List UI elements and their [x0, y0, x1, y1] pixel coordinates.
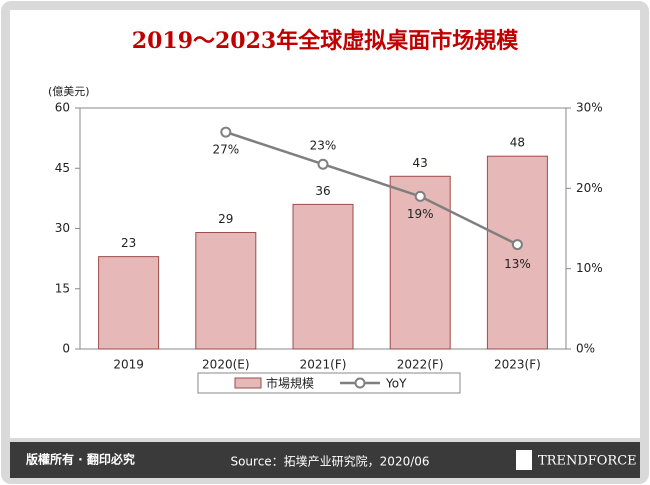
bar: [195, 232, 257, 350]
y2-tick-label: 0%: [576, 342, 595, 356]
yoy-value-label: 13%: [504, 257, 531, 271]
yoy-value-label: 23%: [310, 139, 337, 153]
source: Source：拓墣产业研究院，2020/06: [230, 454, 429, 469]
yoy-marker: [511, 239, 523, 251]
bar: [389, 175, 451, 350]
logo-icon: [516, 450, 532, 470]
legend-marker: [354, 377, 366, 389]
bar-value-label: 48: [510, 136, 525, 150]
yoy-marker: [317, 158, 329, 170]
logo: TRENDFORCE: [538, 454, 637, 469]
x-tick-label: 2019: [113, 358, 144, 372]
yoy-value-label: 27%: [212, 143, 239, 157]
y2-tick-label: 10%: [576, 261, 603, 275]
bar-value-label: 36: [315, 184, 330, 198]
y2-tick-label: 20%: [576, 181, 603, 195]
x-tick-label: 2020(E): [202, 358, 249, 372]
x-tick-label: 2021(F): [300, 358, 347, 372]
legend-swatch: [234, 377, 262, 389]
x-tick-label: 2022(F): [397, 358, 444, 372]
yoy-value-label: 19%: [407, 207, 434, 221]
rights: 版權所有 · 翻印必究: [26, 452, 135, 467]
bar-value-label: 43: [413, 156, 428, 170]
legend-box: [197, 372, 461, 394]
yoy-line: [225, 130, 518, 246]
bar: [98, 256, 160, 350]
y-tick-label: 60: [55, 101, 70, 115]
legend-label: YoY: [385, 377, 407, 391]
bar: [486, 155, 548, 350]
chart-title: 2019～2023年全球虛拟桌面市场規模: [132, 28, 519, 54]
bar-value-label: 23: [121, 236, 136, 250]
y2-tick-label: 30%: [576, 101, 603, 115]
y-tick-label: 0: [62, 342, 70, 356]
yoy-marker: [220, 126, 232, 138]
yoy-marker: [414, 190, 426, 202]
legend-label: 市場規模: [266, 376, 314, 391]
y-tick-label: 30: [55, 221, 70, 235]
footer-bar: [10, 442, 640, 478]
bar-value-label: 29: [218, 212, 233, 226]
y-axis-label: (億美元): [48, 85, 90, 98]
bar: [292, 203, 354, 350]
x-tick-label: 2023(F): [494, 358, 541, 372]
y-tick-label: 15: [55, 281, 70, 295]
y-tick-label: 45: [55, 161, 70, 175]
